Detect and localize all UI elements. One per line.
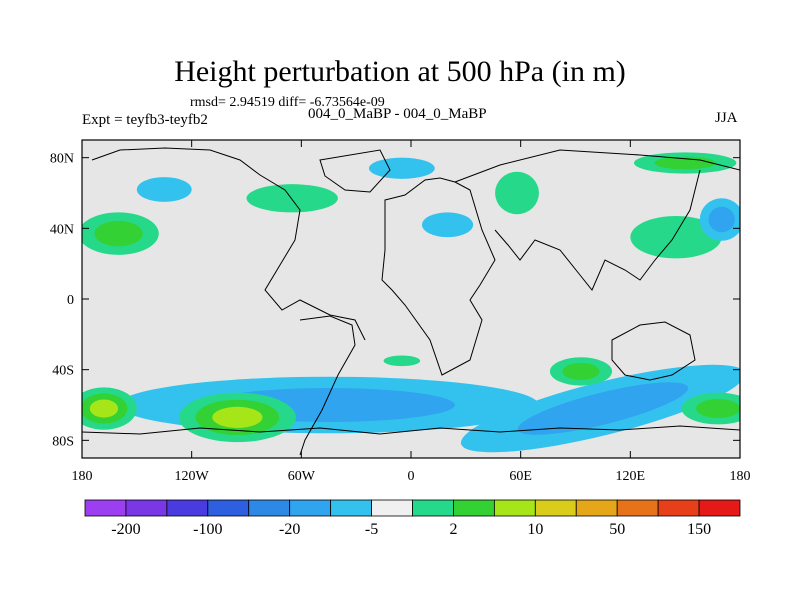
colorbar-swatch: [657, 499, 700, 517]
colorbar: -200 -100 -20 -5 2 10 50 150: [84, 499, 741, 538]
x-axis: 180 120W 60W 0 60E 120E 180: [72, 140, 751, 484]
coastline-australia: [611, 321, 696, 381]
colorbar-swatch: [534, 499, 577, 517]
contour-south-indian-high-level-2: [562, 362, 600, 380]
contour-north-blue-1-level-1: [136, 177, 192, 202]
colorbar-swatch: [248, 499, 291, 517]
colorbar-swatch: [166, 499, 209, 517]
x-tick-label: 0: [408, 469, 415, 484]
colorbar-swatch: [207, 499, 250, 517]
contour-north-blue-3-level-1: [421, 212, 474, 238]
y-tick-label: 40S: [52, 364, 74, 379]
x-tick-label: 180: [72, 469, 93, 484]
colorbar-swatch: [698, 499, 741, 517]
colorbar-swatch: [371, 499, 413, 517]
colorbar-swatch: [575, 499, 618, 517]
season-label: JJA: [715, 110, 738, 126]
experiment-label: Expt = teyfb3-teyfb2: [82, 112, 208, 128]
colorbar-label: 50: [609, 521, 625, 538]
y-tick-label: 0: [67, 293, 74, 308]
contour-south-west-pacific-high-level-3: [89, 399, 119, 418]
contour-north-blue-2-level-1: [368, 157, 435, 179]
contour-east-asia-green-level-1: [630, 215, 722, 259]
contour-north-blue-4-level-2: [708, 206, 735, 233]
contour-north-pacific-green-level-2: [94, 220, 143, 247]
coastline-asia: [454, 149, 740, 291]
colorbar-label: -5: [365, 521, 378, 538]
colorbar-label: -100: [193, 521, 222, 538]
colorbar-swatch: [412, 499, 454, 517]
colorbar-label: 10: [527, 521, 543, 538]
x-tick-label: 60W: [288, 469, 316, 484]
coastline-europe-africa: [381, 177, 496, 376]
y-axis: 80N 40N 0 40S 80S: [50, 152, 740, 449]
colorbar-swatch: [493, 499, 536, 517]
chart-title: Height perturbation at 500 hPa (in m): [174, 55, 626, 88]
stats-label: rmsd= 2.94519 diff= -6.73564e-09: [190, 95, 385, 110]
colorbar-swatch: [616, 499, 659, 517]
y-tick-label: 80S: [52, 434, 74, 449]
x-tick-label: 60E: [509, 469, 532, 484]
x-tick-label: 120E: [616, 469, 646, 484]
colorbar-label: -20: [279, 521, 300, 538]
contour-tropical-atlantic-level-1: [383, 355, 421, 367]
contour-southern-band-east-level-2: [517, 382, 689, 435]
contour-asia-green-level-1: [495, 171, 539, 215]
x-tick-label: 180: [730, 469, 751, 484]
colorbar-label: 2: [449, 521, 457, 538]
colorbar-swatch: [453, 499, 495, 517]
contour-south-east-high-level-2: [696, 398, 740, 419]
contour-north-america-green-level-1: [246, 184, 338, 213]
colorbar-label: 150: [687, 521, 711, 538]
contour-south-pacific-high-level-3: [212, 406, 263, 428]
colorbar-swatch: [330, 499, 372, 517]
coastline-group: [82, 147, 740, 456]
coastline-south-america: [299, 315, 356, 456]
colorbar-swatch: [125, 499, 168, 517]
x-tick-label: 120W: [175, 469, 210, 484]
coastline-antarctica: [82, 425, 740, 435]
colorbar-label: -200: [111, 521, 140, 538]
y-tick-label: 80N: [50, 152, 74, 167]
colorbar-swatch: [289, 499, 332, 517]
coastline-greenland: [319, 149, 391, 193]
colorbar-swatch: [84, 499, 127, 517]
y-tick-label: 40N: [50, 222, 74, 237]
coastline-north-america: [91, 147, 366, 341]
case-label: 004_0_MaBP - 004_0_MaBP: [308, 106, 487, 122]
contour-fill-group: [82, 152, 740, 453]
